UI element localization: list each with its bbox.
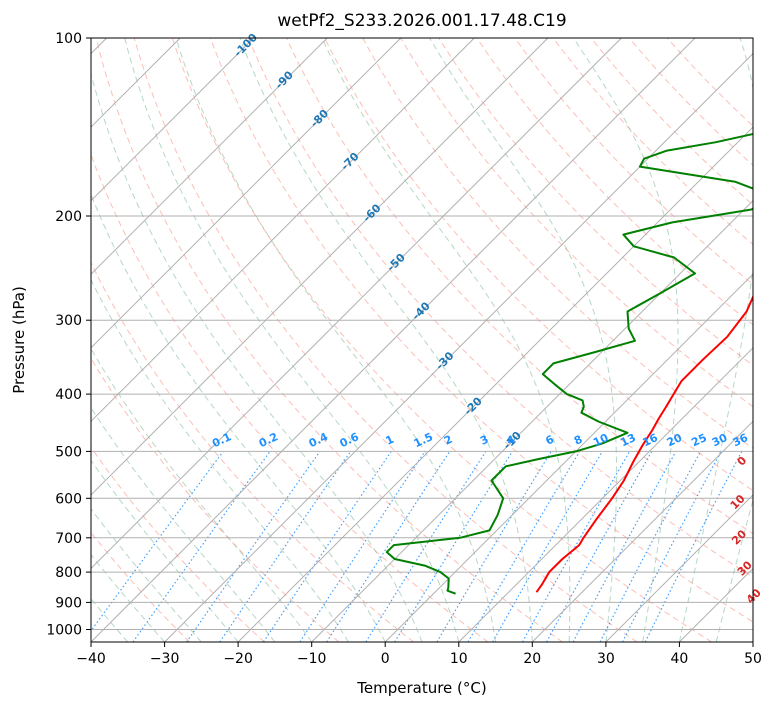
dry-adiabat-line [514, 38, 753, 285]
moist-adiabat-line [678, 38, 753, 642]
isotherm-line [605, 494, 753, 642]
mixing-ratio-line [492, 451, 603, 642]
isotherm-line [311, 199, 753, 642]
x-axis: −40 −30 −20 −10 0 10 20 30 40 50 [76, 642, 762, 667]
chart-title: wetPf2_S233.2026.001.17.48.C19 [277, 11, 566, 31]
dry-adiabat-line [324, 38, 753, 492]
moist-adiabat-line [91, 459, 239, 642]
mixing-ratio-line [467, 451, 581, 642]
mixing-ratio-line [219, 451, 352, 642]
mixing-ratio-label: 25 [689, 431, 708, 449]
x-tick-label: 30 [597, 651, 615, 667]
x-tick-label: −30 [150, 651, 180, 667]
x-tick-label: 0 [381, 651, 390, 667]
mixing-ratio-label: 10 [591, 431, 611, 449]
mixing-ratio-line [521, 451, 631, 642]
isotherm-line [91, 38, 622, 570]
y-tick-label: 200 [55, 209, 82, 225]
mixing-ratio-line [132, 451, 271, 642]
moist-adiabat-line [124, 38, 460, 642]
y-tick-label: 1000 [46, 623, 82, 639]
y-tick-label: 800 [55, 565, 82, 581]
dry-adiabat-line [91, 446, 265, 642]
mixing-ratio-line [91, 451, 224, 632]
isotherm-line [91, 38, 696, 642]
isotherm-line [91, 38, 549, 496]
mixing-ratio-line [394, 451, 513, 642]
dry-adiabat-line [133, 38, 638, 642]
mixing-ratio-label: 36 [731, 431, 751, 449]
dry-adiabat-line [209, 38, 753, 623]
isotherm-line [384, 273, 753, 642]
moist-adiabat-line [715, 498, 753, 642]
mixing-ratio-line [365, 451, 487, 642]
isotherm-line [91, 38, 328, 275]
moist-adiabat-line [91, 278, 349, 642]
isotherm-line [164, 52, 753, 642]
y-tick-label: 400 [55, 387, 82, 403]
mixing-ratio-line [326, 451, 451, 642]
x-tick-label: 40 [670, 651, 688, 667]
y-tick-label: 500 [55, 444, 82, 460]
y-tick-label: 600 [55, 491, 82, 507]
isotherm-line [237, 126, 753, 642]
isotherm-line [91, 38, 255, 202]
mixing-ratio-line [572, 451, 677, 642]
y-tick-label: 900 [55, 595, 82, 611]
moist-adiabat-line [573, 38, 679, 642]
profile-lines [385, 132, 753, 595]
plot-frame [90, 37, 754, 643]
y-tick-label: 100 [55, 31, 82, 47]
mixing-ratio-line [436, 451, 552, 642]
mixing-ratio-label: 16 [641, 431, 661, 449]
isotherm-line [91, 38, 402, 349]
dry-adiabat-line [476, 38, 753, 326]
dewpoint-line [385, 132, 753, 595]
y-axis: 100 200 300 400 500 600 700 800 900 1000 [46, 31, 91, 639]
y-tick-label: 300 [55, 313, 82, 329]
x-tick-label: 50 [744, 651, 762, 667]
dry-adiabat-line [628, 38, 753, 166]
dry-adiabat-line [91, 261, 414, 642]
x-tick-label: 10 [450, 651, 468, 667]
y-axis-label: Pressure (hPa) [10, 286, 28, 394]
y-tick-label: 700 [55, 531, 82, 547]
x-axis-label: Temperature (°C) [356, 679, 486, 697]
x-tick-label: −20 [223, 651, 253, 667]
mixing-ratio-label: 20 [665, 431, 685, 449]
moist-adiabat-line [91, 71, 423, 642]
isotherm-line [458, 347, 753, 642]
moist-adiabat-line [239, 38, 533, 642]
dry-adiabat-line [247, 38, 753, 578]
moist-adiabat-line [429, 38, 618, 642]
mixing-ratio-label: 13 [618, 431, 637, 449]
x-tick-label: 20 [523, 651, 541, 667]
moist-adiabat-line [321, 38, 571, 642]
background-lines [91, 38, 753, 642]
x-tick-label: −10 [297, 651, 327, 667]
moist-adiabat-line [175, 38, 497, 642]
dry-adiabat-line [171, 38, 713, 642]
dry-adiabat-line [400, 38, 753, 408]
x-tick-label: −40 [76, 651, 106, 667]
isotherm-line [531, 420, 753, 642]
temperature-line [535, 294, 753, 593]
moist-adiabat-line [91, 193, 386, 642]
dry-adiabat-line [590, 38, 753, 206]
isotherm-line [91, 38, 475, 423]
mixing-ratio-label: 30 [710, 431, 730, 449]
